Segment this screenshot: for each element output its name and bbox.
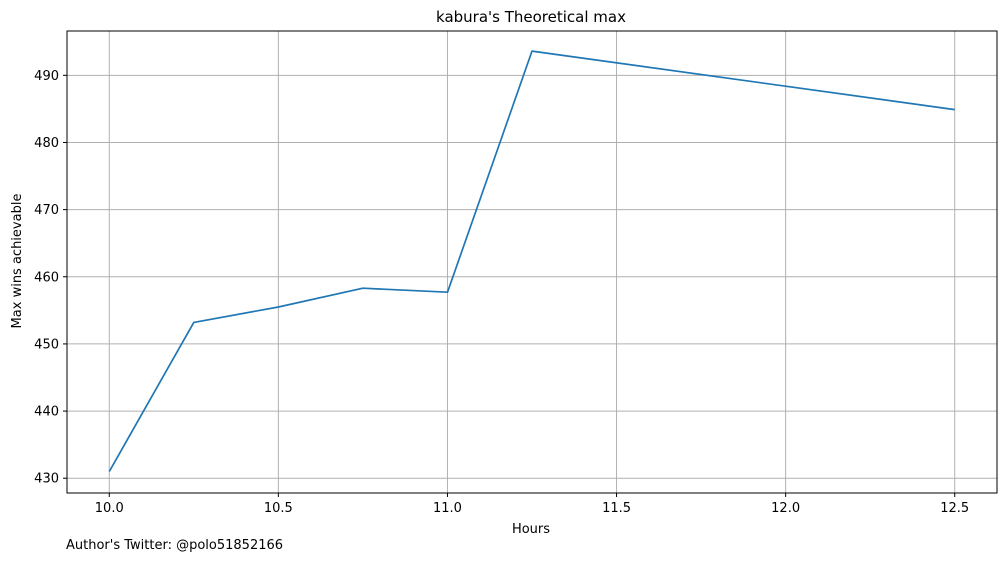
series-line (108, 50, 955, 472)
x-tick-label: 11.5 (602, 501, 631, 516)
x-axis-label: Hours (512, 522, 550, 537)
x-tick-label: 10.0 (95, 501, 124, 516)
x-tick-label: 11.0 (433, 501, 462, 516)
y-tick-label: 440 (34, 405, 59, 420)
y-tick-label: 460 (34, 270, 59, 285)
x-tick-label: 12.5 (940, 501, 969, 516)
x-tick-label: 12.0 (771, 501, 800, 516)
y-axis-label: Max wins achievable (10, 194, 25, 329)
plot-area-frame (66, 30, 998, 494)
chart-title: kabura's Theoretical max (436, 8, 626, 26)
y-tick-label: 480 (34, 136, 59, 151)
x-tick-label: 10.5 (264, 501, 293, 516)
y-tick-label: 490 (34, 69, 59, 84)
grid (67, 31, 997, 493)
y-tick-label: 450 (34, 337, 59, 352)
y-tick-label: 470 (34, 203, 59, 218)
axis-ticks: 10.0 10.5 11.0 11.5 12.0 12.5 430 440 450 460 470 4… (34, 69, 969, 516)
series-layer (108, 50, 955, 472)
y-tick-label: 430 (34, 472, 59, 487)
author-credit: Author's Twitter: @polo51852166 (66, 538, 284, 553)
